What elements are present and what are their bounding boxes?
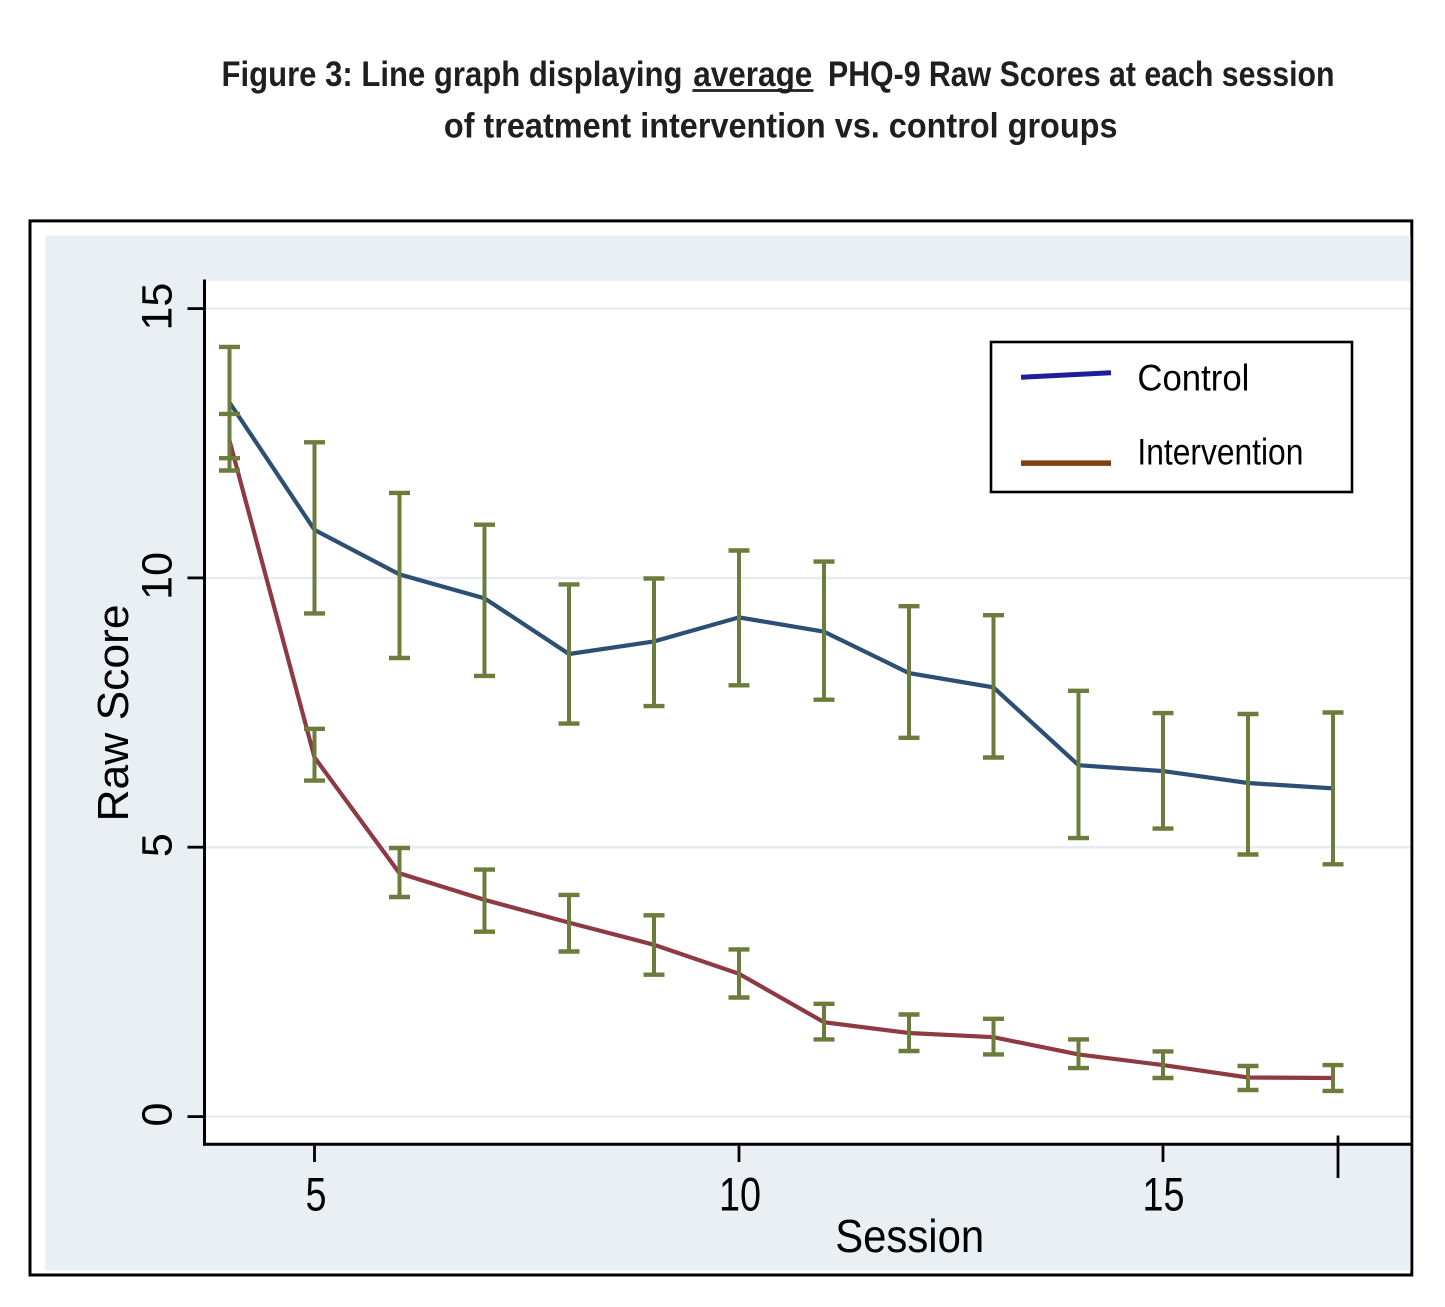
svg-text:0: 0 (134, 1103, 182, 1127)
svg-text:5: 5 (306, 1169, 327, 1222)
svg-text:5: 5 (134, 833, 182, 857)
svg-text:Session: Session (835, 1210, 984, 1262)
svg-text:10: 10 (134, 552, 182, 600)
svg-text:15: 15 (1143, 1169, 1185, 1222)
svg-text:Figure 3: Line graph displayin: Figure 3: Line graph displaying (222, 55, 683, 94)
svg-text:of treatment intervention vs.: of treatment intervention vs. control gr… (444, 106, 1118, 145)
svg-text:Control: Control (1137, 357, 1249, 399)
svg-text:PHQ-9 Raw Scores at each sessi: PHQ-9 Raw Scores at each session (828, 55, 1335, 94)
svg-text:Raw Score: Raw Score (89, 605, 138, 822)
svg-text:Intervention: Intervention (1137, 431, 1303, 473)
svg-text:15: 15 (134, 283, 182, 331)
svg-text:10: 10 (719, 1169, 761, 1222)
svg-text:average: average (693, 55, 812, 94)
